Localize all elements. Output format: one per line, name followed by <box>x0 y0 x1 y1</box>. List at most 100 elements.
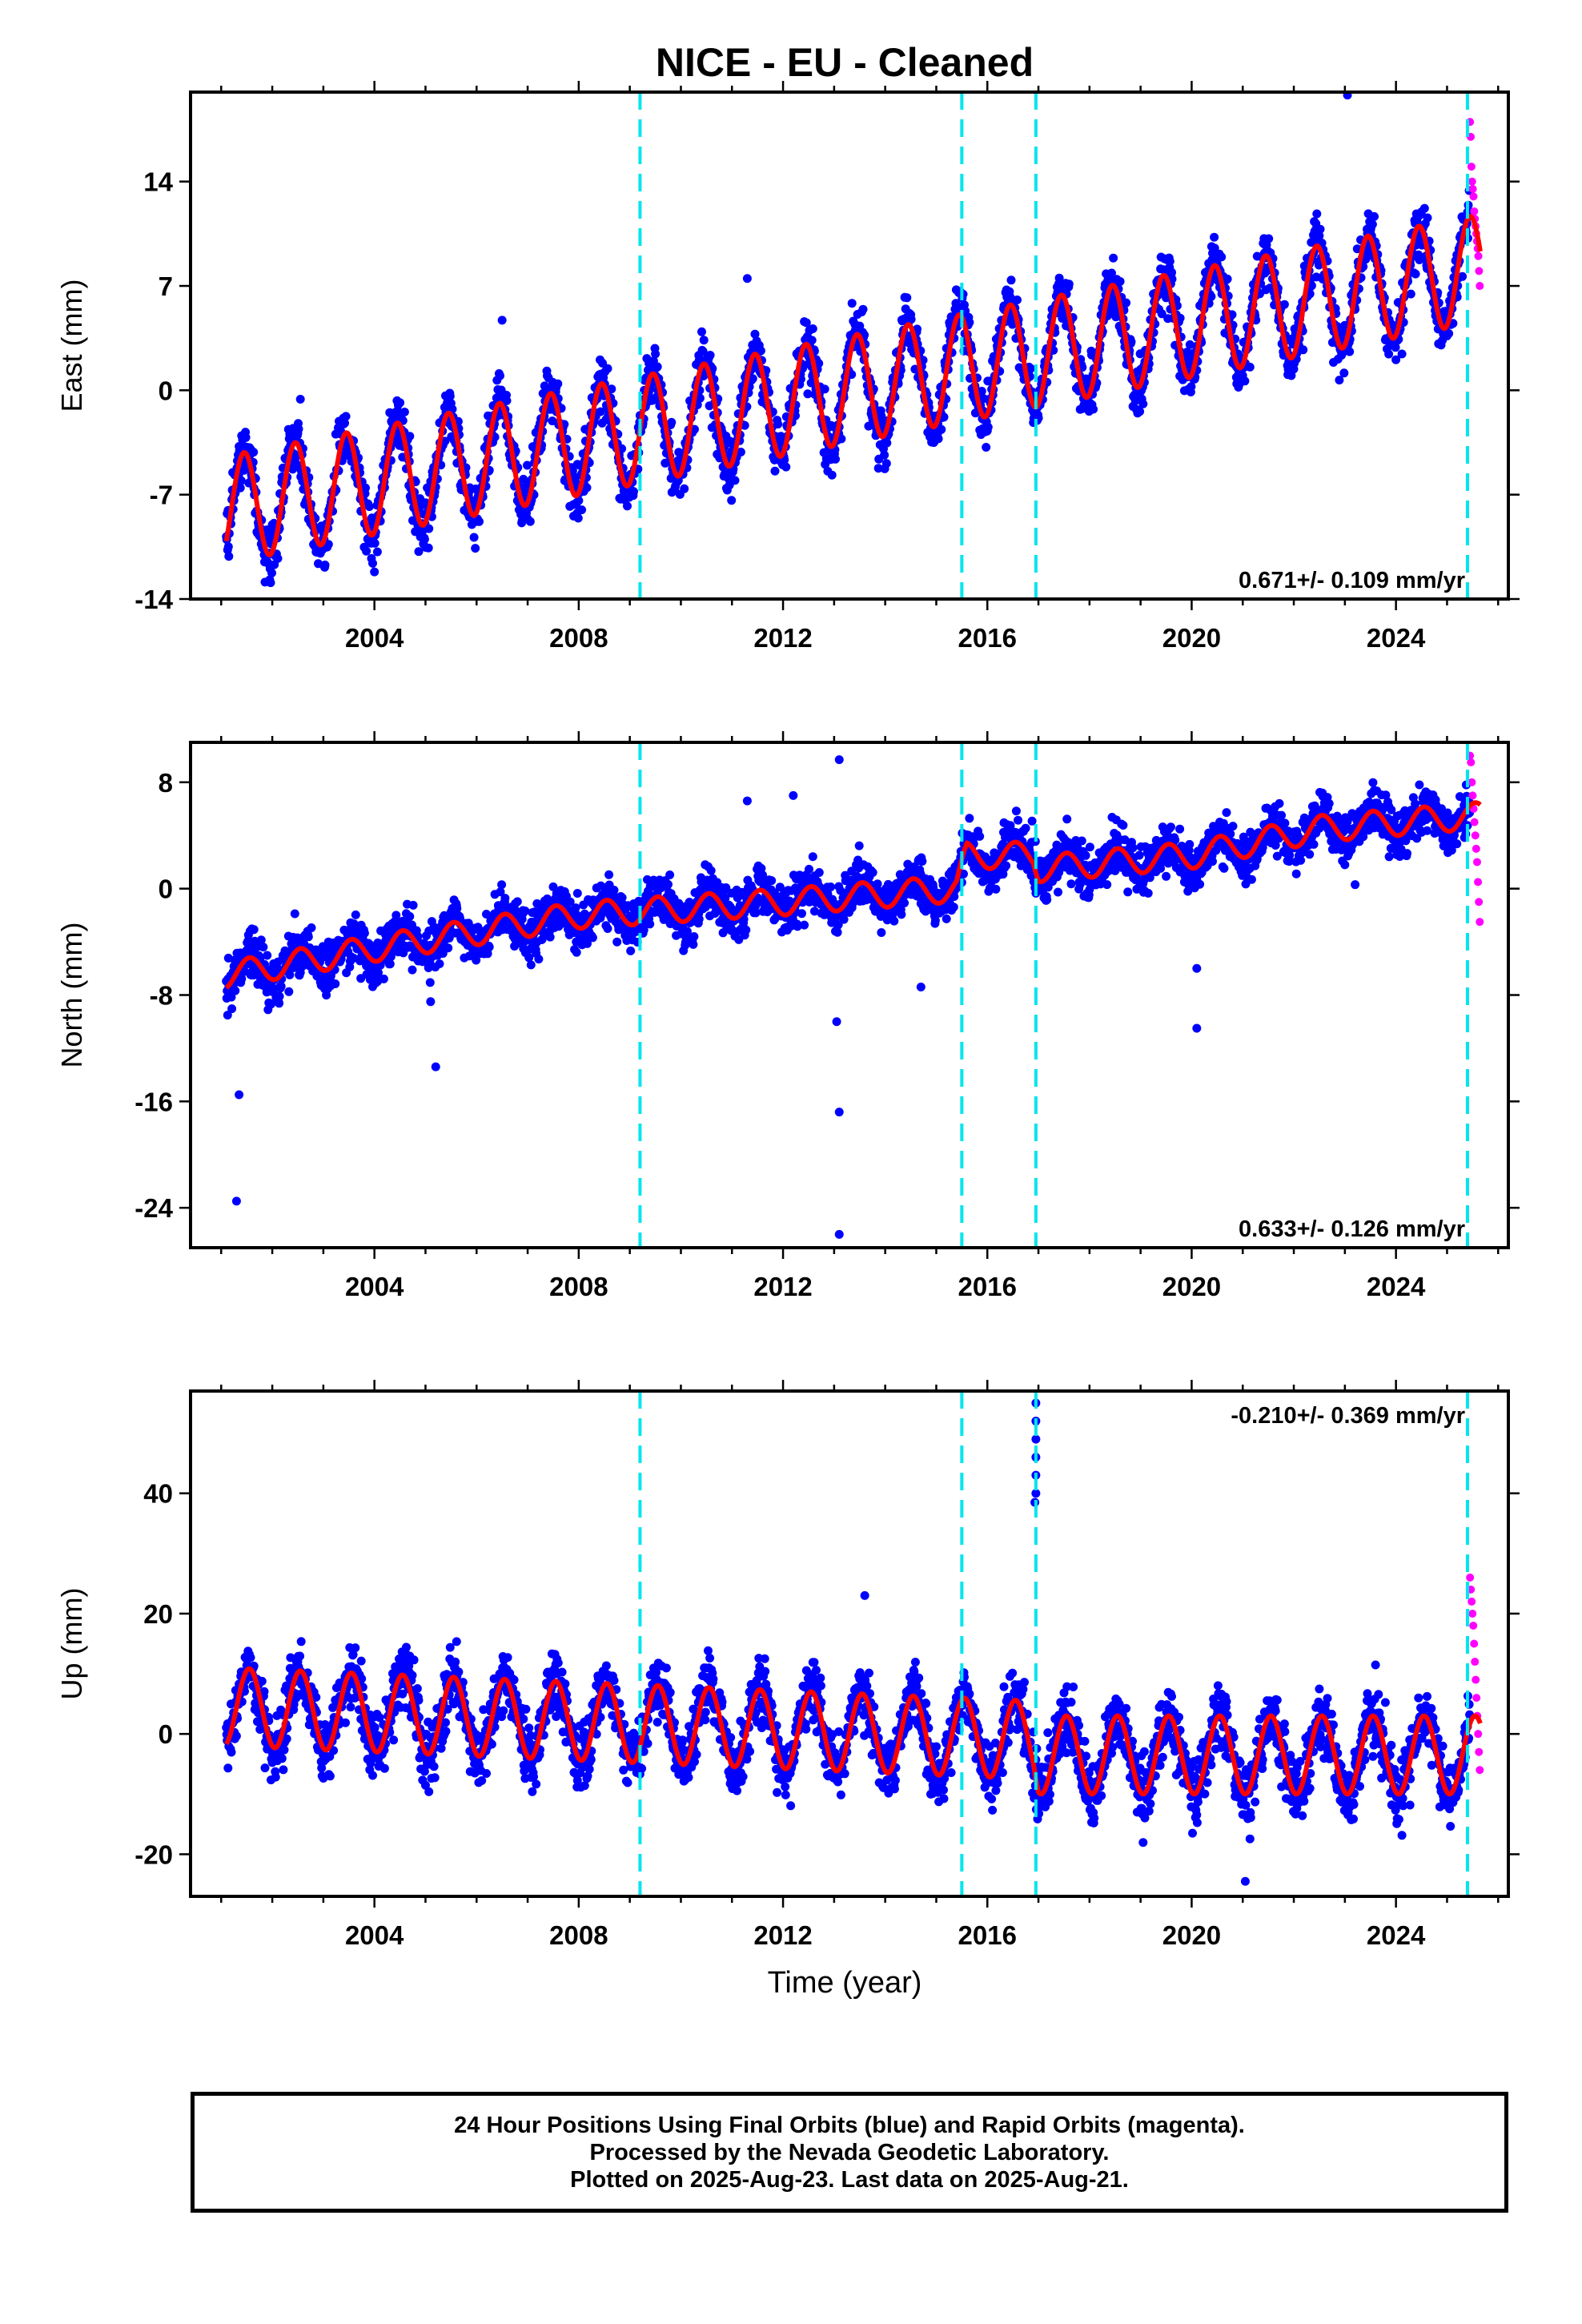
x-tick-label: 2012 <box>753 1272 812 1301</box>
y-tick-label: -7 <box>150 480 173 510</box>
rapid-orbit-point <box>1466 1573 1475 1582</box>
y-tick-label: 40 <box>143 1479 173 1509</box>
outlier-point <box>1351 880 1360 890</box>
x-tick-label: 2012 <box>753 1920 812 1950</box>
rapid-orbit-point <box>1474 1730 1483 1739</box>
y-tick-label: 0 <box>159 875 173 904</box>
outlier-point <box>497 316 507 325</box>
y-axis-label: East (mm) <box>55 279 88 412</box>
up-panel: 2004 2008 2012 2016 2020 2024 -20 0 20 40 Up (mm) -… <box>55 1380 1520 1950</box>
velocity-annotation: 0.633+/- 0.126 mm/yr <box>1239 1216 1465 1242</box>
y-tick-label: 8 <box>159 768 173 798</box>
outlier-point <box>431 1062 440 1072</box>
rapid-orbit-point <box>1468 1609 1477 1618</box>
plot-area <box>222 92 1484 588</box>
x-tick-label: 2020 <box>1162 1920 1221 1950</box>
y-tick-label: 0 <box>159 376 173 405</box>
outlier-point <box>789 790 798 800</box>
rapid-orbit-point <box>1472 844 1480 853</box>
rapid-orbit-point <box>1472 1675 1480 1684</box>
x-tick-label: 2024 <box>1367 623 1426 653</box>
rapid-orbit-point <box>1471 1658 1480 1667</box>
rapid-orbit-point <box>1468 177 1476 186</box>
y-tick-label: -14 <box>135 585 173 614</box>
north-panel: 2004 2008 2012 2016 2020 2024 -24 -16 -8 0 8 North … <box>55 731 1520 1301</box>
rapid-orbit-point <box>1472 858 1481 866</box>
final-orbit-points <box>222 186 1475 588</box>
x-tick-label: 2008 <box>549 1272 608 1301</box>
figure-title: NICE - EU - Cleaned <box>656 40 1034 85</box>
x-axis-label: Time (year) <box>768 1966 922 2000</box>
rapid-orbit-point <box>1476 282 1484 291</box>
rapid-orbit-point <box>1469 1621 1478 1630</box>
outlier-point <box>1343 92 1352 100</box>
outlier-point <box>231 1196 241 1206</box>
rapid-orbit-point <box>1475 267 1484 275</box>
y-tick-label: 7 <box>159 271 173 301</box>
rapid-orbit-point <box>1476 918 1484 927</box>
x-tick-label: 2016 <box>958 1920 1017 1950</box>
outlier-point <box>860 1590 869 1600</box>
rapid-orbit-point <box>1470 818 1479 826</box>
y-axis-label: North (mm) <box>55 923 88 1068</box>
outlier-point <box>1192 1023 1202 1033</box>
rapid-orbit-point <box>1474 251 1483 260</box>
x-tick-label: 2012 <box>753 623 812 653</box>
rapid-orbit-point <box>1467 163 1476 171</box>
outlier-point <box>1192 963 1202 973</box>
panel-frame <box>189 1389 1510 1898</box>
rapid-orbit-point <box>1470 1639 1479 1648</box>
rapid-orbit-point <box>1472 1694 1481 1703</box>
y-tick-label: -20 <box>135 1839 173 1869</box>
model-curve <box>224 800 1483 990</box>
y-tick-label: 14 <box>143 167 173 197</box>
rapid-orbit-point <box>1467 758 1476 766</box>
y-axis-label: Up (mm) <box>55 1588 88 1700</box>
caption-line: Processed by the Nevada Geodetic Laborat… <box>589 2139 1110 2165</box>
outlier-point <box>426 997 436 1007</box>
x-tick-label: 2004 <box>345 1272 404 1301</box>
east-panel: 2004 2008 2012 2016 2020 2024 -14 -7 0 7 14 East (m… <box>55 81 1520 653</box>
x-tick-label: 2004 <box>345 623 404 653</box>
rapid-orbit-point <box>1468 778 1476 786</box>
x-tick-label: 2020 <box>1162 623 1221 653</box>
panel-frame <box>189 90 1510 601</box>
outlier-point <box>235 1090 244 1100</box>
plot-area <box>222 1398 1484 1886</box>
x-tick-label: 2016 <box>958 1272 1017 1301</box>
rapid-orbit-point <box>1468 1597 1476 1606</box>
y-tick-label: -24 <box>135 1193 173 1223</box>
rapid-orbit-point <box>1469 192 1478 201</box>
x-tick-label: 2024 <box>1367 1920 1426 1950</box>
velocity-annotation: 0.671+/- 0.109 mm/yr <box>1239 568 1465 593</box>
y-tick-label: 20 <box>143 1599 173 1629</box>
rapid-orbit-point <box>1475 898 1484 907</box>
outlier-point <box>742 274 752 283</box>
caption-box: 24 Hour Positions Using Final Orbits (bl… <box>191 2092 1508 2213</box>
caption-line: 24 Hour Positions Using Final Orbits (bl… <box>454 2112 1245 2138</box>
rapid-orbit-point <box>1471 831 1480 840</box>
rapid-orbit-point <box>1475 1747 1484 1756</box>
x-tick-label: 2020 <box>1162 1272 1221 1301</box>
rapid-orbit-point <box>1468 185 1477 194</box>
model-curve <box>224 1666 1483 1797</box>
outlier-point <box>1031 1434 1041 1444</box>
outlier-point <box>916 983 926 992</box>
outlier-point <box>1240 1876 1250 1886</box>
rapid-orbit-point <box>1470 207 1479 215</box>
x-tick-label: 2016 <box>958 623 1017 653</box>
outlier-point <box>742 796 752 806</box>
rapid-orbit-point <box>1468 791 1477 800</box>
rapid-orbit-point <box>1474 878 1483 887</box>
x-tick-label: 2004 <box>345 1920 404 1950</box>
y-tick-label: 0 <box>159 1719 173 1749</box>
outlier-point <box>834 755 844 765</box>
plot-area <box>222 751 1484 1239</box>
model-curve <box>223 214 1483 557</box>
rapid-orbit-point <box>1476 1766 1484 1775</box>
outlier-point <box>834 1229 844 1239</box>
outlier-point <box>834 1108 844 1117</box>
outlier-point <box>1031 1489 1041 1498</box>
caption-line: Plotted on 2025-Aug-23. Last data on 202… <box>570 2166 1129 2193</box>
